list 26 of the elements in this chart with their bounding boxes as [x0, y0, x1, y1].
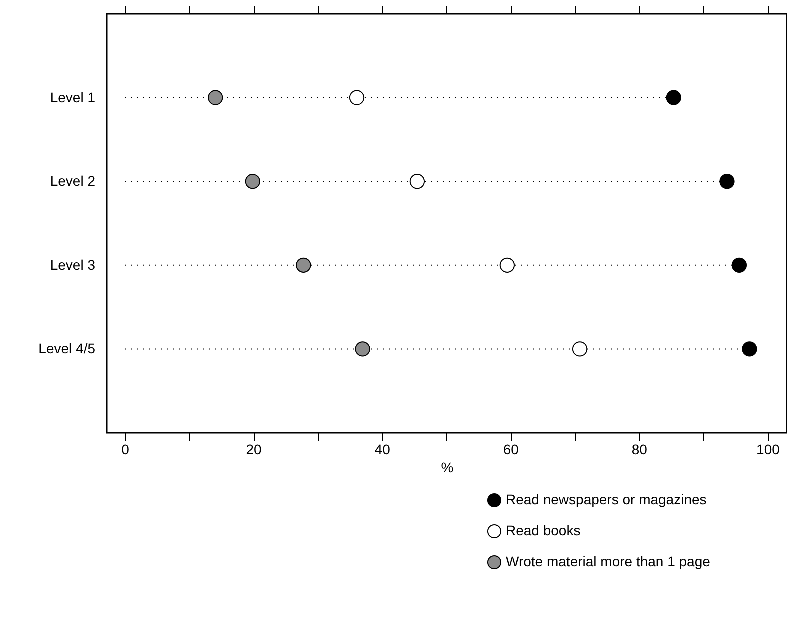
x-tick-label: 60	[503, 442, 520, 458]
point	[410, 174, 426, 190]
point	[572, 342, 588, 357]
point	[355, 342, 370, 357]
point	[666, 90, 682, 106]
x-tick-label: 0	[122, 442, 130, 458]
y-tick-label: Level 2	[50, 173, 96, 190]
legend-label: Read books	[506, 522, 581, 538]
y-tick-label: Level 3	[50, 256, 96, 273]
point	[720, 174, 735, 190]
x-tick-label: 80	[632, 442, 648, 458]
x-tick-label: 100	[756, 442, 780, 458]
point	[296, 258, 312, 273]
point	[732, 258, 748, 273]
x-tick-label: 40	[374, 442, 391, 458]
point	[208, 90, 224, 106]
point	[349, 90, 365, 106]
point	[500, 258, 515, 273]
y-tick-label: Level 1	[50, 89, 96, 106]
x-axis-title: %	[441, 460, 454, 476]
legend-label: Read newspapers or magazines	[506, 492, 707, 508]
legend-label: Wrote material more than 1 page	[506, 554, 711, 570]
point	[742, 342, 758, 357]
point	[245, 174, 260, 190]
y-tick-label: Level 4/5	[38, 340, 96, 357]
x-tick-label: 20	[246, 442, 262, 458]
